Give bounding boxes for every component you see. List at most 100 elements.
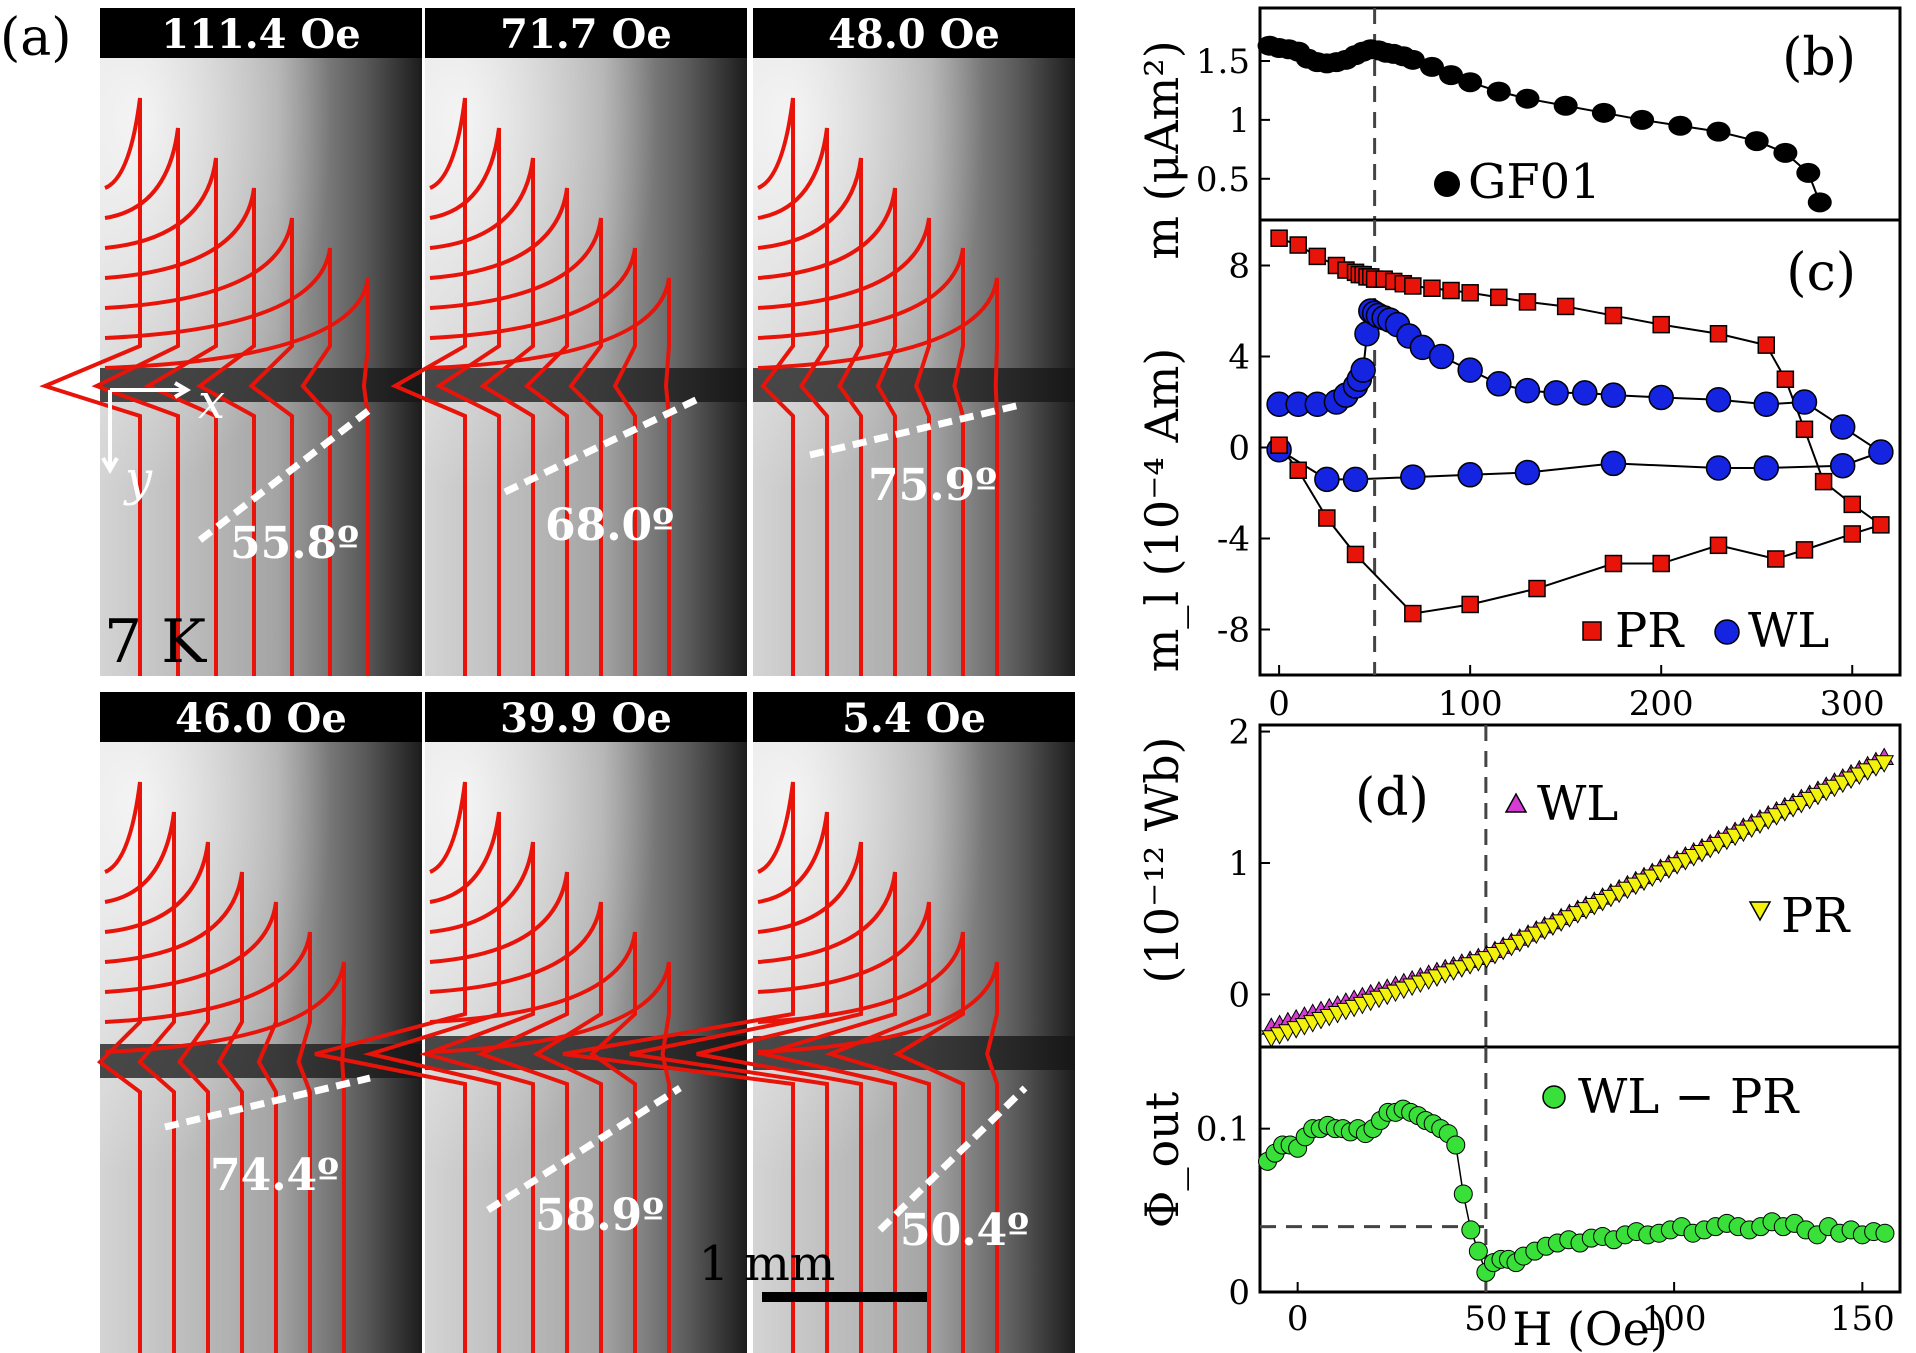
field-label: 111.4 Oe <box>161 11 360 58</box>
pr-point <box>1767 550 1785 568</box>
contour-line <box>696 841 863 1353</box>
diff-point <box>1875 1223 1895 1243</box>
pr-flux-point <box>1874 755 1895 773</box>
contour-line <box>429 217 603 676</box>
legend-wl: WL <box>1748 603 1829 659</box>
pr-point <box>1318 509 1336 527</box>
e-tick-label: 100 <box>1642 1299 1707 1339</box>
contour-line <box>429 157 535 676</box>
contour-line <box>757 127 829 676</box>
temperature-label: 7 K <box>104 607 207 677</box>
c-tick-label: 100 <box>1438 684 1503 724</box>
contour-line <box>757 247 965 676</box>
contour-line <box>757 277 999 676</box>
angle-label: 55.8º <box>230 518 359 569</box>
pr-point <box>1404 604 1422 623</box>
pr-point <box>1442 281 1460 300</box>
pr-point <box>1270 436 1288 454</box>
wl-point <box>1600 382 1627 408</box>
pr-point <box>1556 297 1575 316</box>
wl-point <box>1753 455 1780 481</box>
contour-line <box>104 901 278 1353</box>
pr-point <box>1346 545 1365 564</box>
legend-c: PR WL <box>1582 603 1829 659</box>
legend-gf01: GF01 <box>1468 154 1601 210</box>
pr-point <box>1757 336 1776 354</box>
d-tick-label: 0 <box>1228 975 1250 1015</box>
contour-line <box>104 841 210 1353</box>
pr-point <box>1490 288 1508 307</box>
c-tick-label: 8 <box>1228 247 1250 287</box>
angle-label: 75.9º <box>868 460 997 511</box>
axis-y-label: y <box>123 451 153 507</box>
angle-label: 68.0º <box>545 500 674 551</box>
diff-point <box>1461 1220 1481 1240</box>
pr-point <box>1461 284 1479 302</box>
pr-point <box>1872 516 1890 534</box>
gf01-point <box>1744 131 1769 152</box>
gf01-point <box>1807 192 1832 213</box>
diff-point <box>1468 1241 1488 1261</box>
gf01-point <box>1706 121 1731 142</box>
c-tick-label: -4 <box>1217 520 1250 560</box>
field-header <box>425 692 747 742</box>
wl-point <box>1705 386 1732 413</box>
contour-line <box>104 871 244 1353</box>
angle-line <box>197 405 375 543</box>
wl-point <box>1428 343 1455 370</box>
gf01-point <box>1773 142 1798 163</box>
pr-point <box>1404 277 1422 295</box>
diff-point <box>1446 1135 1466 1155</box>
e-tick-label: 0 <box>1228 1273 1250 1313</box>
contour-line <box>757 157 863 676</box>
wl-point <box>1648 384 1674 411</box>
pr-point <box>1289 236 1307 254</box>
field-header <box>100 8 422 58</box>
angle-line <box>486 1085 682 1213</box>
e-tick-label: 0 <box>1287 1299 1309 1339</box>
wl-point <box>1543 380 1569 406</box>
contour-line <box>757 97 795 676</box>
contour-line <box>39 97 142 676</box>
pr-point <box>1843 525 1861 543</box>
contour-line <box>562 781 795 1353</box>
pr-point <box>1604 554 1623 573</box>
wl-point <box>1457 462 1483 488</box>
contour-line <box>96 781 142 1353</box>
field-label: 48.0 Oe <box>828 11 1000 58</box>
contour-line <box>104 931 312 1353</box>
contour-line <box>757 901 931 1353</box>
contour-line <box>104 157 218 676</box>
contour-line <box>429 277 671 676</box>
contour-line <box>429 931 637 1353</box>
gf01-point <box>1515 88 1540 109</box>
contour-line <box>104 217 294 676</box>
scale-bar-label: 1 mm <box>699 1236 836 1292</box>
legend-e: WL − PR <box>1542 1069 1800 1125</box>
pr-point <box>1528 579 1546 598</box>
contour-line <box>104 811 176 1353</box>
contour-line <box>429 247 637 676</box>
wl-point <box>1753 391 1780 418</box>
pr-point <box>1709 536 1728 555</box>
angle-label: 50.4º <box>900 1205 1029 1256</box>
gf01-point <box>1591 102 1616 123</box>
panel-a-label: (a) <box>0 8 72 68</box>
mo-image-3: 48.0 Oe 75.9º <box>753 8 1075 676</box>
gf01-point <box>1458 72 1483 93</box>
angle-label: 74.4º <box>210 1150 339 1201</box>
pr-point <box>1270 229 1288 247</box>
contour-line <box>757 217 931 676</box>
mo-image-4: 46.0 Oe 74.4º <box>96 692 422 1353</box>
xlabel-e: H (Oe) <box>1512 1302 1668 1353</box>
panel-d-label: (d) <box>1355 768 1429 828</box>
c-tick-label: -8 <box>1217 611 1250 651</box>
field-header <box>753 8 1075 58</box>
wl-point <box>1514 377 1541 404</box>
mo-image-1: 111.4 Oe 55.8º <box>39 8 422 676</box>
gf01-point <box>1796 162 1821 183</box>
d-tick-label: 1 <box>1228 844 1250 884</box>
panel-b-label: (b) <box>1782 28 1856 88</box>
field-header <box>425 8 747 58</box>
angle-line <box>877 1085 1028 1233</box>
